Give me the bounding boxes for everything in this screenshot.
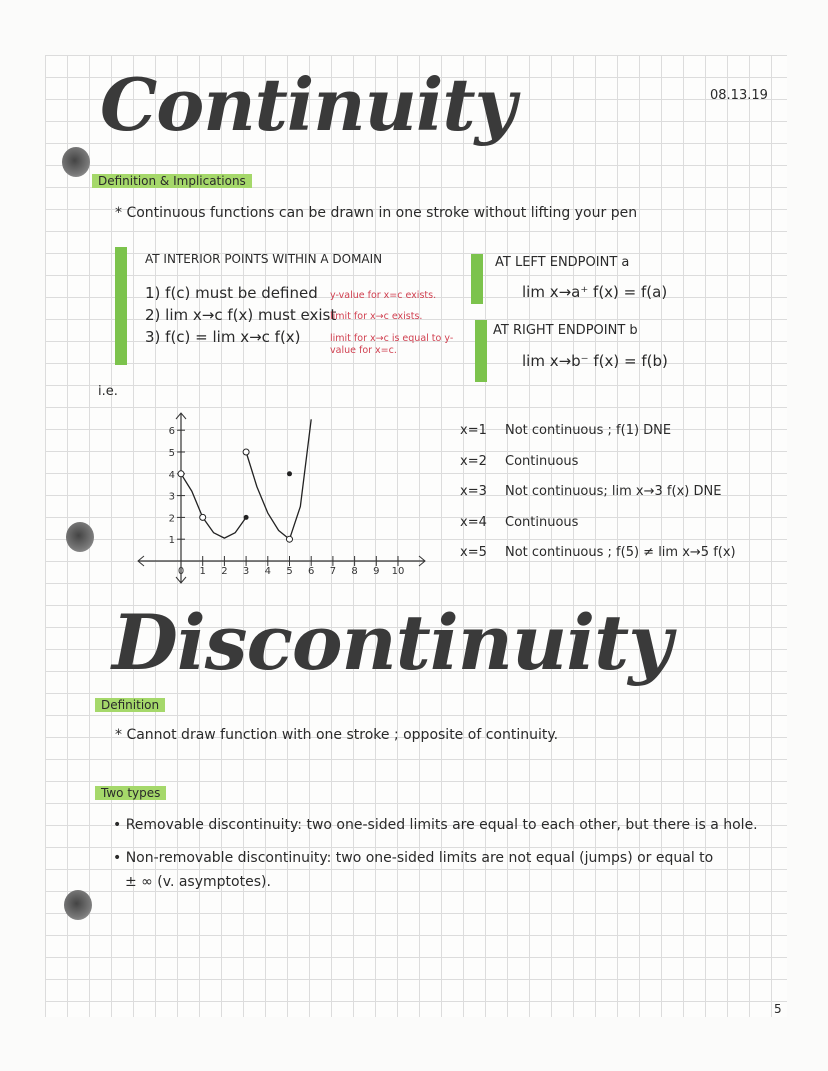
x-tick-label: 2 [221, 566, 227, 577]
section-label-two-types: Two types [95, 786, 167, 800]
axis-arrows [137, 412, 426, 584]
highlight-bar [475, 320, 487, 382]
x-tick-label: 0 [178, 566, 184, 577]
discontinuity-title: Discontinuity [112, 598, 672, 687]
highlight-bar [471, 254, 483, 304]
analysis-text: Continuous [505, 453, 579, 469]
analysis-text: Not continuous ; f(5) ≠ lim x→5 f(x) [505, 545, 736, 560]
ie-label: i.e. [98, 384, 118, 399]
open-point [286, 535, 293, 543]
note-2: limit for x→c exists. [330, 311, 423, 322]
open-point [199, 513, 207, 521]
x-tick-label: 4 [265, 566, 271, 577]
condition-3: 3) f(c) = lim x→c f(x) [145, 328, 301, 346]
x-tick-label: 6 [308, 566, 314, 577]
y-tick-label: 4 [169, 470, 175, 481]
y-tick-label: 2 [169, 513, 175, 524]
analysis-x: x=4 [460, 514, 487, 530]
type-non-removable: • Non-removable discontinuity: two one-s… [113, 850, 714, 866]
interior-heading: AT INTERIOR POINTS WITHIN A DOMAIN [145, 252, 383, 266]
type-non-removable-cont: ± ∞ (v. asymptotes). [125, 874, 271, 890]
x-tick-label: 10 [392, 566, 405, 577]
continuity-title: Continuity [100, 62, 516, 147]
x-tick-label: 1 [200, 566, 206, 577]
analysis-x: x=3 [460, 484, 487, 499]
y-tick-label: 1 [169, 535, 175, 546]
y-tick-label: 3 [169, 492, 175, 503]
x-tick-label: 5 [286, 566, 292, 577]
note-3: limit for x→c is equal to y-value for x=… [330, 333, 454, 356]
date: 08.13.19 [710, 88, 768, 103]
punch-hole [62, 147, 90, 177]
x-tick-label: 9 [373, 566, 379, 577]
analysis-x: x=5 [460, 545, 487, 560]
highlight-bar [115, 247, 127, 365]
section-label-definition-implications: Definition & Implications [92, 174, 252, 188]
right-endpoint-formula: lim x→b⁻ f(x) = f(b) [522, 352, 668, 370]
page-number: 5 [774, 1002, 782, 1016]
punch-hole [64, 890, 92, 920]
section-label-definition: Definition [95, 698, 166, 712]
left-endpoint-heading: AT LEFT ENDPOINT a [495, 255, 630, 270]
y-tick-label: 5 [169, 448, 175, 459]
analysis-x: x=1 [460, 423, 487, 438]
analysis-x: x=2 [460, 453, 487, 469]
condition-2: 2) lim x→c f(x) must exist [145, 306, 337, 324]
y-tick-label: 6 [169, 426, 175, 437]
function-curve-1 [180, 473, 247, 539]
left-endpoint-formula: lim x→a⁺ f(x) = f(a) [522, 283, 668, 301]
closed-point [287, 471, 292, 477]
function-curve-2 [245, 419, 312, 540]
x-tick-label: 7 [330, 566, 336, 577]
analysis-text: Not continuous; lim x→3 f(x) DNE [505, 484, 722, 499]
condition-1: 1) f(c) must be defined [145, 284, 318, 302]
right-endpoint-heading: AT RIGHT ENDPOINT b [493, 323, 638, 338]
type-removable: • Removable discontinuity: two one-sided… [113, 817, 758, 833]
discontinuity-definition: * Cannot draw function with one stroke ;… [115, 727, 559, 743]
open-point [242, 448, 250, 456]
grid-paper [45, 55, 787, 1017]
note-1: y-value for x=c exists. [330, 290, 437, 301]
closed-point [243, 514, 249, 520]
analysis-text: Continuous [505, 514, 579, 530]
x-tick-label: 8 [351, 566, 357, 577]
punch-hole [66, 522, 94, 552]
analysis-text: Not continuous ; f(1) DNE [505, 423, 672, 438]
continuity-summary: * Continuous functions can be drawn in o… [115, 205, 638, 221]
function-graph: 0 1 2 3 4 5 6 7 8 9 10 1 2 3 4 5 6 [137, 412, 426, 584]
x-tick-label: 3 [243, 566, 249, 577]
open-point [177, 470, 185, 478]
